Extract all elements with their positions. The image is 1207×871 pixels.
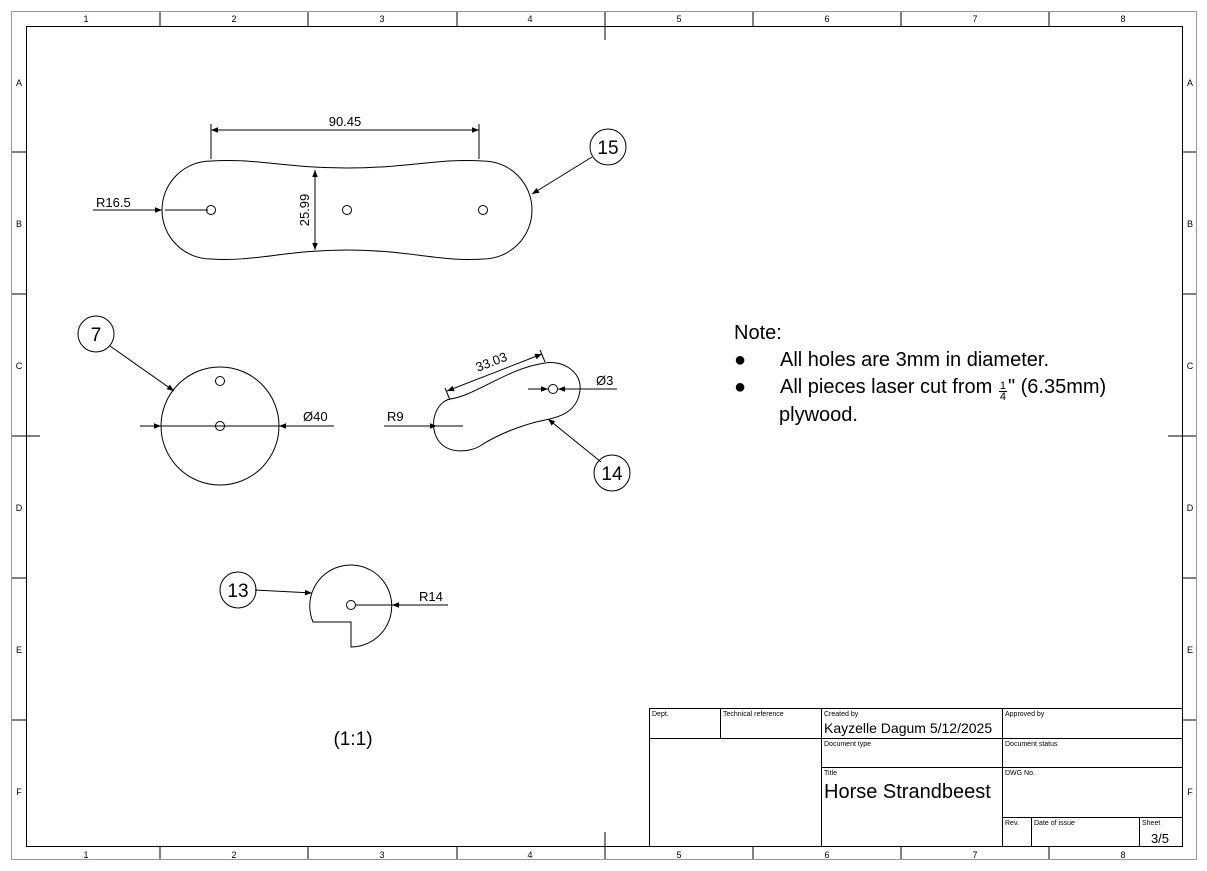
tb-created-by-label: Created by [824,711,859,718]
row-label-left-D: D [16,503,23,513]
part-14-hole [548,384,558,394]
col-label-bottom-7: 7 [972,850,977,860]
note-block: Note: ● All holes are 3mm in diameter. ●… [734,320,1106,429]
tb-created-by-value: Kayzelle Dagum 5/12/2025 [824,720,992,736]
col-label-bottom-4: 4 [527,850,532,860]
tb-doc-type-label: Document type [824,741,871,748]
note-item-1-text: All holes are 3mm in diameter. [780,349,1050,371]
bullet-icon: ● [734,376,747,398]
col-label-top-3: 3 [379,14,384,24]
tb-rev-label: Rev. [1005,820,1019,827]
row-label-left-B: B [16,219,22,229]
fraction-numerator: 1 [998,380,1007,392]
col-label-top-2: 2 [231,14,236,24]
note-item-2-continuation: plywood. [779,404,858,426]
note-item-1: ● All holes are 3mm in diameter. [734,347,1106,374]
col-label-top-5: 5 [676,14,681,24]
tb-sheet-value: 3/5 [1151,831,1169,846]
row-label-right-F: F [1187,787,1193,797]
tb-title-value: Horse Strandbeest [824,781,991,803]
note-item-2: ● All pieces laser cut from 1 4 " (6.35m… [734,374,1107,403]
bullet-icon: ● [734,349,747,371]
row-label-right-C: C [1187,361,1194,371]
tb-sheet-label: Sheet [1142,820,1160,827]
balloon-7-label: 7 [91,325,102,346]
dim-label-33-03: 33.03 [474,349,510,375]
dim-line-33 [446,353,543,392]
balloon-15-label: 15 [597,138,618,159]
tb-title-label: Title [824,770,837,777]
col-label-top-6: 6 [824,14,829,24]
row-label-left-F: F [16,787,22,797]
part-14-outline [433,362,581,452]
row-label-left-E: E [16,645,22,655]
tb-approved-by-label: Approved by [1005,711,1045,718]
dim-label-25-99: 25.99 [297,194,312,227]
zone-tick-marks [12,12,1196,859]
part-13-outline [309,564,393,648]
row-label-right-D: D [1187,503,1194,513]
row-label-right-B: B [1187,219,1193,229]
dim-label-r9: R9 [387,409,404,424]
col-label-bottom-8: 8 [1120,850,1125,860]
part-14-crank [384,349,631,492]
row-label-left-A: A [16,78,22,88]
col-label-top-8: 8 [1120,14,1125,24]
part-7-disc [77,315,334,486]
part-7-hole-top [215,376,225,386]
zone-labels: 1 2 3 4 5 6 7 8 1 2 3 4 5 6 7 8 A B C D … [16,14,1194,860]
col-label-bottom-5: 5 [676,850,681,860]
col-label-top-7: 7 [972,14,977,24]
note-item-2-before: All pieces laser cut from [780,376,993,398]
tb-dwg-no-label: DWG No. [1005,770,1035,777]
row-label-right-A: A [1187,78,1193,88]
row-label-left-C: C [16,361,23,371]
col-label-bottom-2: 2 [231,850,236,860]
fraction-denominator: 4 [999,391,1006,403]
part-15-outline [161,159,533,260]
col-label-top-1: 1 [83,14,88,24]
balloon-14 [593,454,631,492]
part-15-link [93,124,627,260]
col-label-bottom-1: 1 [83,850,88,860]
dim-label-diameter-3: Ø3 [596,373,613,388]
part-13-hole [346,600,356,610]
note-item-2-after: " (6.35mm) [1007,376,1107,398]
tb-doc-status-label: Document status [1005,741,1058,748]
part-15-hole-right [478,205,488,215]
balloon-14-label: 14 [601,464,623,485]
balloon-13-label: 13 [227,581,248,602]
tb-tech-ref-label: Technical reference [723,711,784,718]
note-heading: Note: [734,322,782,344]
tb-dept-label: Dept. [652,711,669,718]
balloon-7 [77,315,115,353]
title-block [649,708,1183,847]
balloon-13 [219,571,257,609]
dim-label-diameter-40: Ø40 [303,409,328,424]
col-label-bottom-6: 6 [824,850,829,860]
part-15-hole-center [342,205,352,215]
fraction-quarter: 1 4 [998,380,1007,403]
balloon-15 [589,128,627,166]
scale-label: (1:1) [333,729,372,750]
col-label-bottom-3: 3 [379,850,384,860]
tb-date-issue-label: Date of issue [1034,820,1075,827]
note-item-2-text: All pieces laser cut from 1 4 " (6.35mm) [780,374,1107,403]
part-13-notched-disc [219,564,448,648]
dim-label-r14: R14 [419,589,443,604]
dim-label-r16-5: R16.5 [96,195,131,210]
row-label-right-E: E [1187,645,1193,655]
dim-label-90-45: 90.45 [329,114,362,129]
col-label-top-4: 4 [527,14,532,24]
